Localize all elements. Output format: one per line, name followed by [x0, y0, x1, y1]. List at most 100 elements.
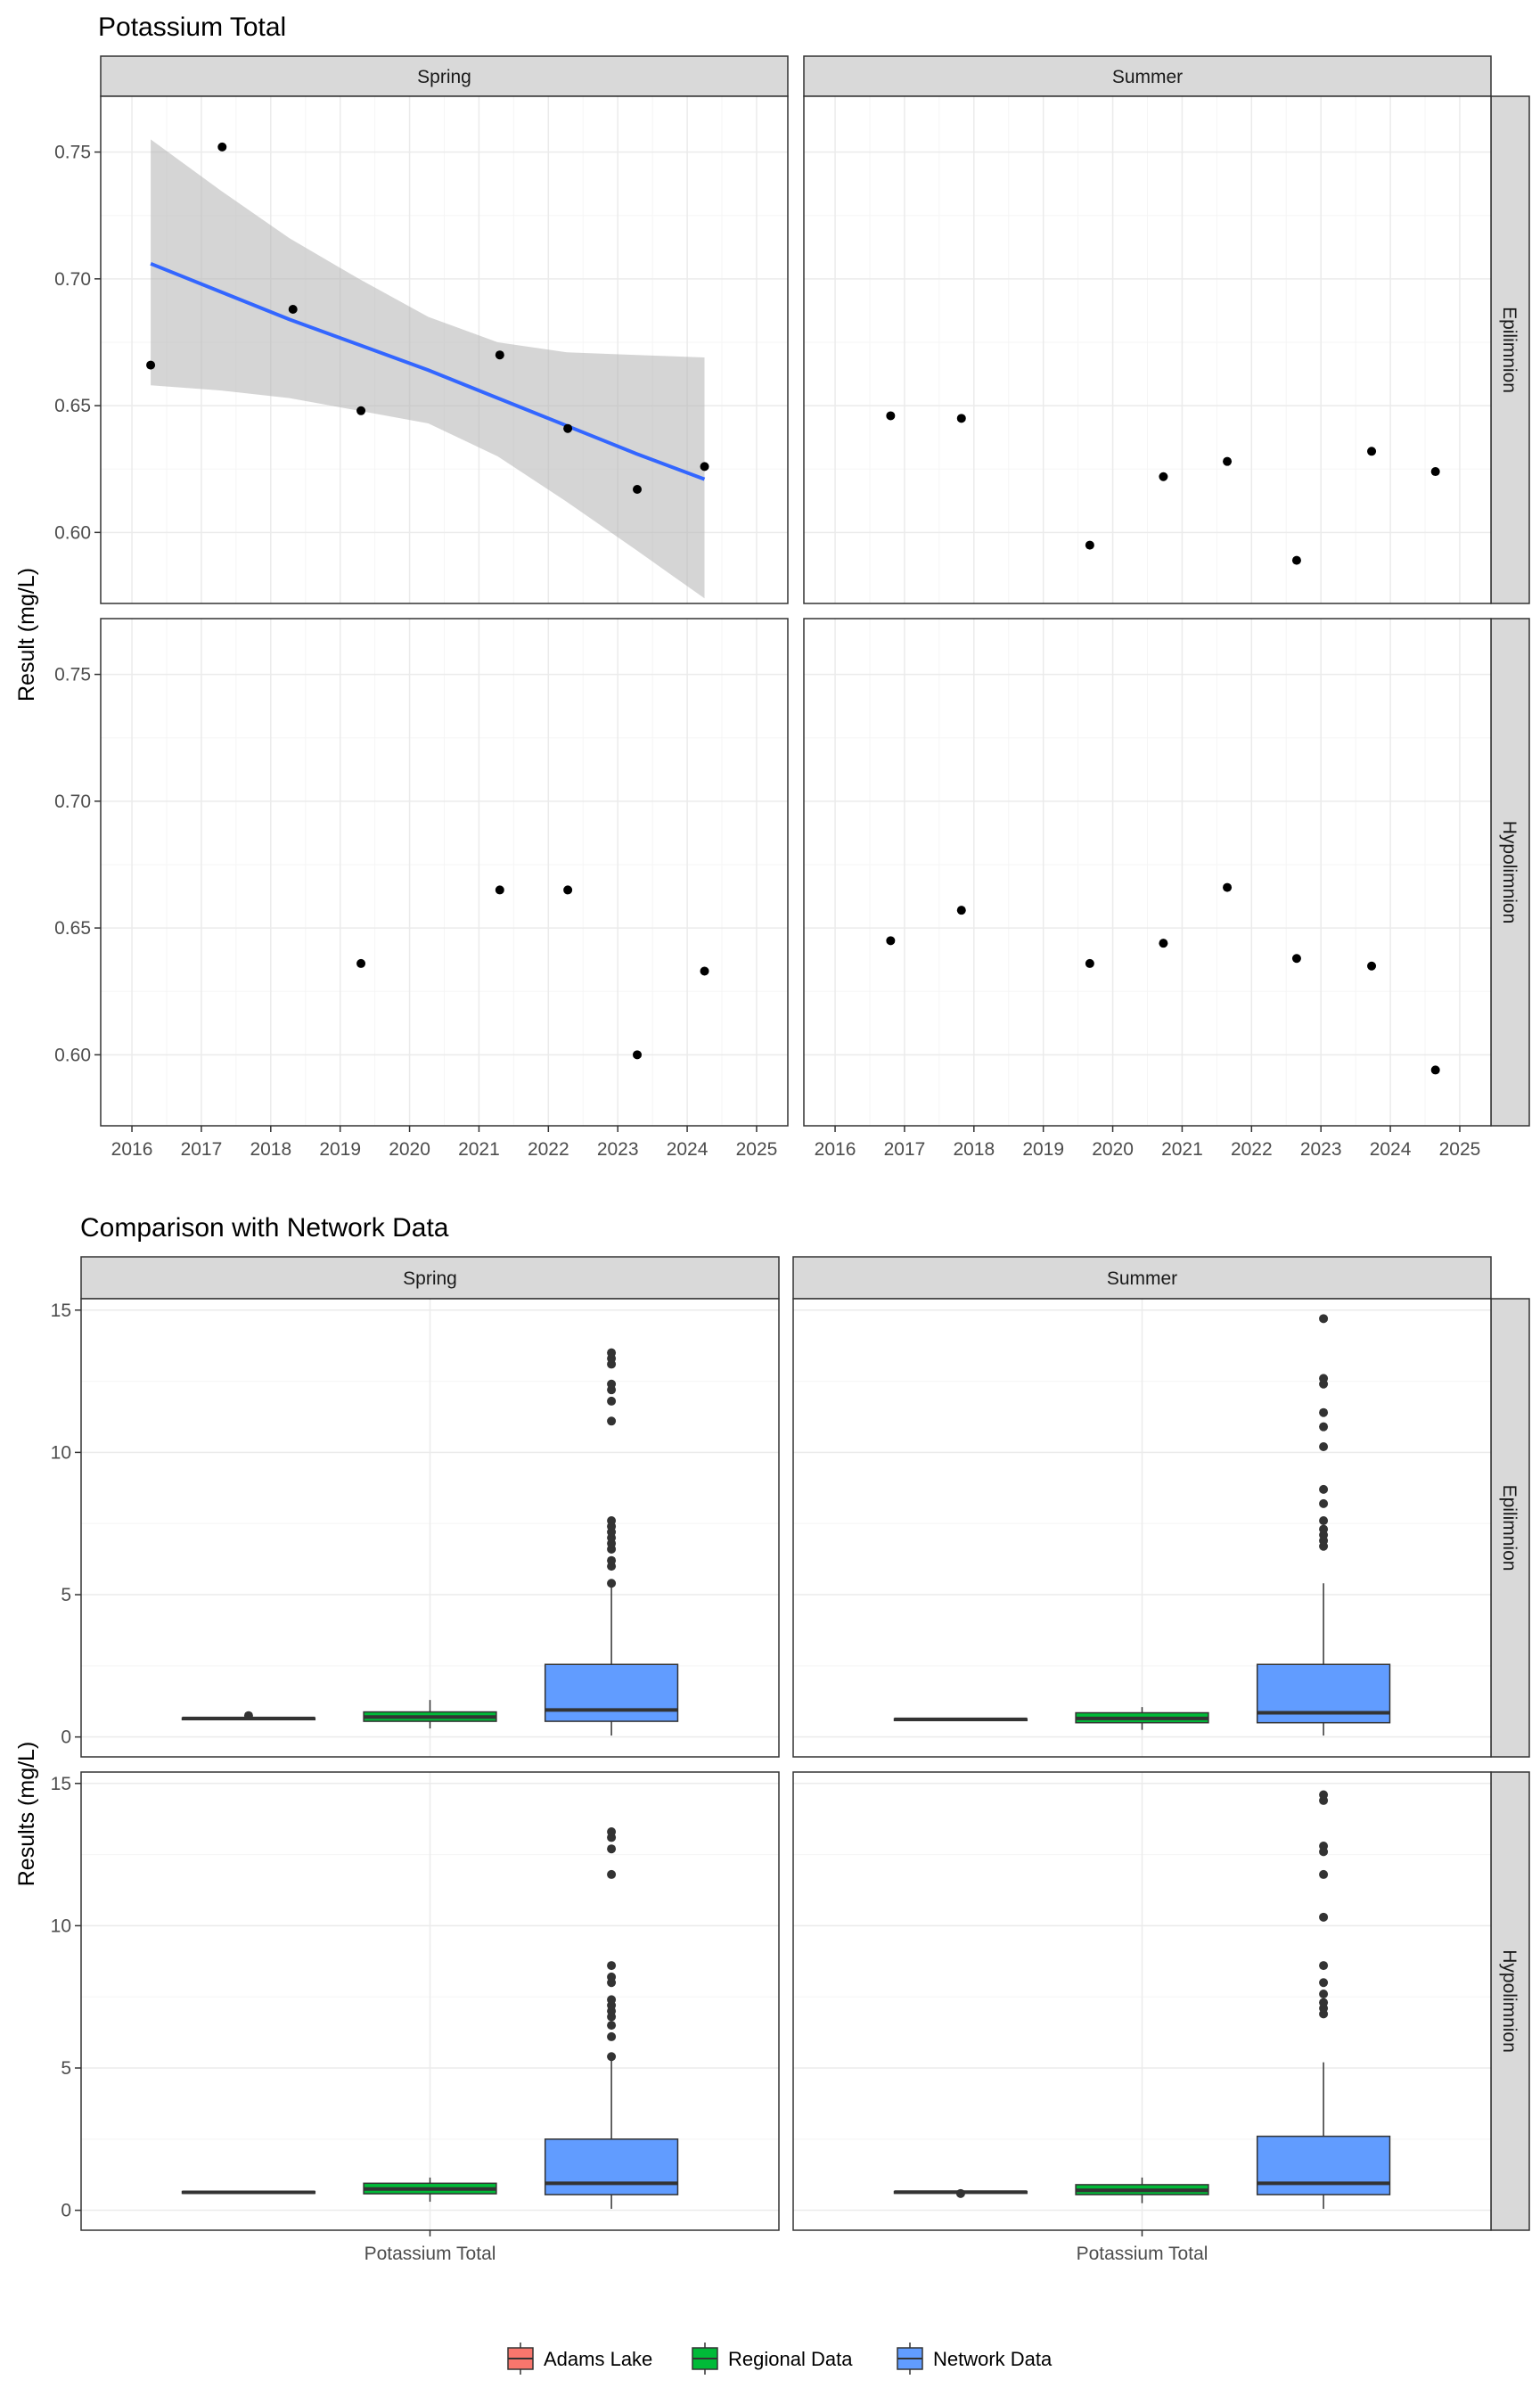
facet-label: Hypolimnion [1499, 821, 1520, 924]
y-axis-title: Results (mg/L) [14, 1742, 39, 1887]
data-point [1223, 882, 1233, 892]
y-tick-label: 0.70 [54, 792, 91, 812]
outlier-point [1319, 1422, 1329, 1432]
data-point [1367, 447, 1377, 456]
x-tick-label: 2024 [667, 1139, 709, 1160]
facet-label: Spring [417, 67, 471, 87]
x-tick-label: 2025 [736, 1139, 778, 1160]
outlier-point [607, 1995, 617, 2005]
panel-border [803, 95, 1492, 604]
legend: Adams Lake Regional Data Network Data [507, 2343, 1053, 2375]
x-tick-label: 2020 [389, 1139, 430, 1160]
data-point [1085, 958, 1094, 968]
outlier-point [607, 2052, 617, 2062]
box-network-data [544, 1348, 679, 1736]
box-network-data [544, 1827, 679, 2210]
y-tick-label: 0.65 [54, 396, 91, 416]
outlier-point [1319, 1407, 1329, 1417]
outlier-point [1319, 1998, 1329, 2007]
data-point [1085, 540, 1094, 550]
outlier-point [607, 1844, 617, 1854]
panel: 0.60 0.65 0.70 0.75 [54, 95, 789, 604]
outlier-point [607, 1396, 617, 1406]
outlier-point [607, 1555, 617, 1565]
outlier-point [607, 1869, 617, 1879]
x-tick-label: 2019 [1022, 1139, 1064, 1160]
data-point [1223, 456, 1233, 466]
x-tick-label: 2019 [319, 1139, 361, 1160]
outlier-point [607, 1379, 617, 1389]
facet-strip [80, 1256, 780, 1300]
box-regional-data [1075, 2177, 1209, 2203]
outlier-point [607, 1972, 617, 1982]
outlier-point [955, 2188, 965, 2198]
outlier-point [1319, 1484, 1329, 1494]
data-point [1159, 472, 1168, 481]
data-point [956, 414, 966, 423]
y-tick-label: 0.75 [54, 143, 91, 163]
box-network-data [1256, 1790, 1391, 2210]
facet-strip [803, 55, 1492, 97]
data-point [956, 906, 966, 915]
x-tick-label: 2017 [884, 1139, 926, 1160]
outlier-point [1319, 1374, 1329, 1383]
y-tick-label: 0.75 [54, 665, 91, 685]
legend-item: Adams Lake [507, 2343, 652, 2375]
box [544, 2138, 679, 2195]
outlier-point [1319, 1516, 1329, 1526]
legend-item: Regional Data [692, 2343, 853, 2375]
outlier-point [607, 1348, 617, 1358]
data-point [700, 462, 709, 472]
x-tick-label: 2018 [250, 1139, 291, 1160]
data-point [633, 484, 643, 494]
legend-label: Adams Lake [544, 2348, 652, 2370]
panel: 0.60 0.65 0.70 0.75 2016 2017 2018 2019 2020 2021… [54, 618, 789, 1160]
data-point [288, 304, 298, 314]
panel: 2016 2017 2018 2019 2020 2021 2022 2023 2024 2025 [803, 618, 1492, 1160]
data-point [495, 885, 504, 895]
y-tick-label: 0.65 [54, 918, 91, 939]
legend-label: Regional Data [728, 2348, 853, 2370]
x-tick-label: 2018 [953, 1139, 995, 1160]
panel-border [803, 618, 1492, 1127]
data-point [495, 350, 504, 360]
box [1256, 2135, 1391, 2195]
box-network-data [1256, 1314, 1391, 1736]
x-tick-label: 2025 [1439, 1139, 1481, 1160]
box-adams-lake [893, 2188, 1028, 2198]
y-axis-title: Result (mg/L) [14, 568, 39, 702]
facet-strip [1490, 618, 1530, 1127]
data-point [1430, 1065, 1440, 1075]
outlier-point [1319, 1442, 1329, 1452]
panel: Potassium Total [792, 1771, 1492, 2264]
x-tick-label: Potassium Total [365, 2244, 496, 2264]
data-point [1291, 954, 1301, 964]
box-regional-data [363, 1700, 497, 1729]
outlier-point [1319, 1842, 1329, 1851]
x-tick-label: 2021 [458, 1139, 500, 1160]
outlier-point [1319, 1978, 1329, 1988]
panel-border [100, 95, 789, 604]
panel-border [80, 1298, 780, 1758]
x-tick-label: 2016 [815, 1139, 856, 1160]
y-tick-label: 5 [61, 2058, 71, 2079]
y-tick-label: 10 [51, 1916, 71, 1936]
chart-title: Potassium Total [98, 12, 286, 42]
facet-strip [1490, 1771, 1530, 2231]
panel-border [100, 618, 789, 1127]
outlier-point [1319, 1961, 1329, 1971]
facet-strip [1490, 1298, 1530, 1758]
x-tick-label: Potassium Total [1077, 2244, 1208, 2264]
data-point [1367, 961, 1377, 971]
outlier-point [1319, 1498, 1329, 1508]
data-point [1291, 555, 1301, 565]
data-point [356, 958, 366, 968]
box-adams-lake [181, 1711, 316, 1721]
data-point [1430, 467, 1440, 477]
outlier-point [607, 1516, 617, 1526]
y-tick-label: 15 [51, 1301, 71, 1321]
data-point [356, 406, 366, 415]
data-point [217, 142, 227, 152]
x-tick-label: 2022 [1231, 1139, 1273, 1160]
